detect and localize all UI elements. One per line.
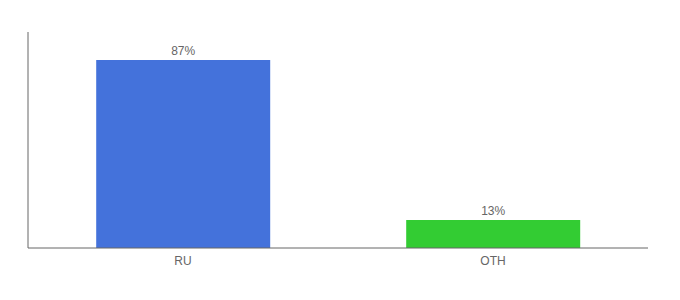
svg-text:13%: 13% [481, 204, 505, 218]
svg-text:RU: RU [174, 254, 191, 268]
svg-text:87%: 87% [171, 44, 195, 58]
svg-text:OTH: OTH [480, 254, 505, 268]
